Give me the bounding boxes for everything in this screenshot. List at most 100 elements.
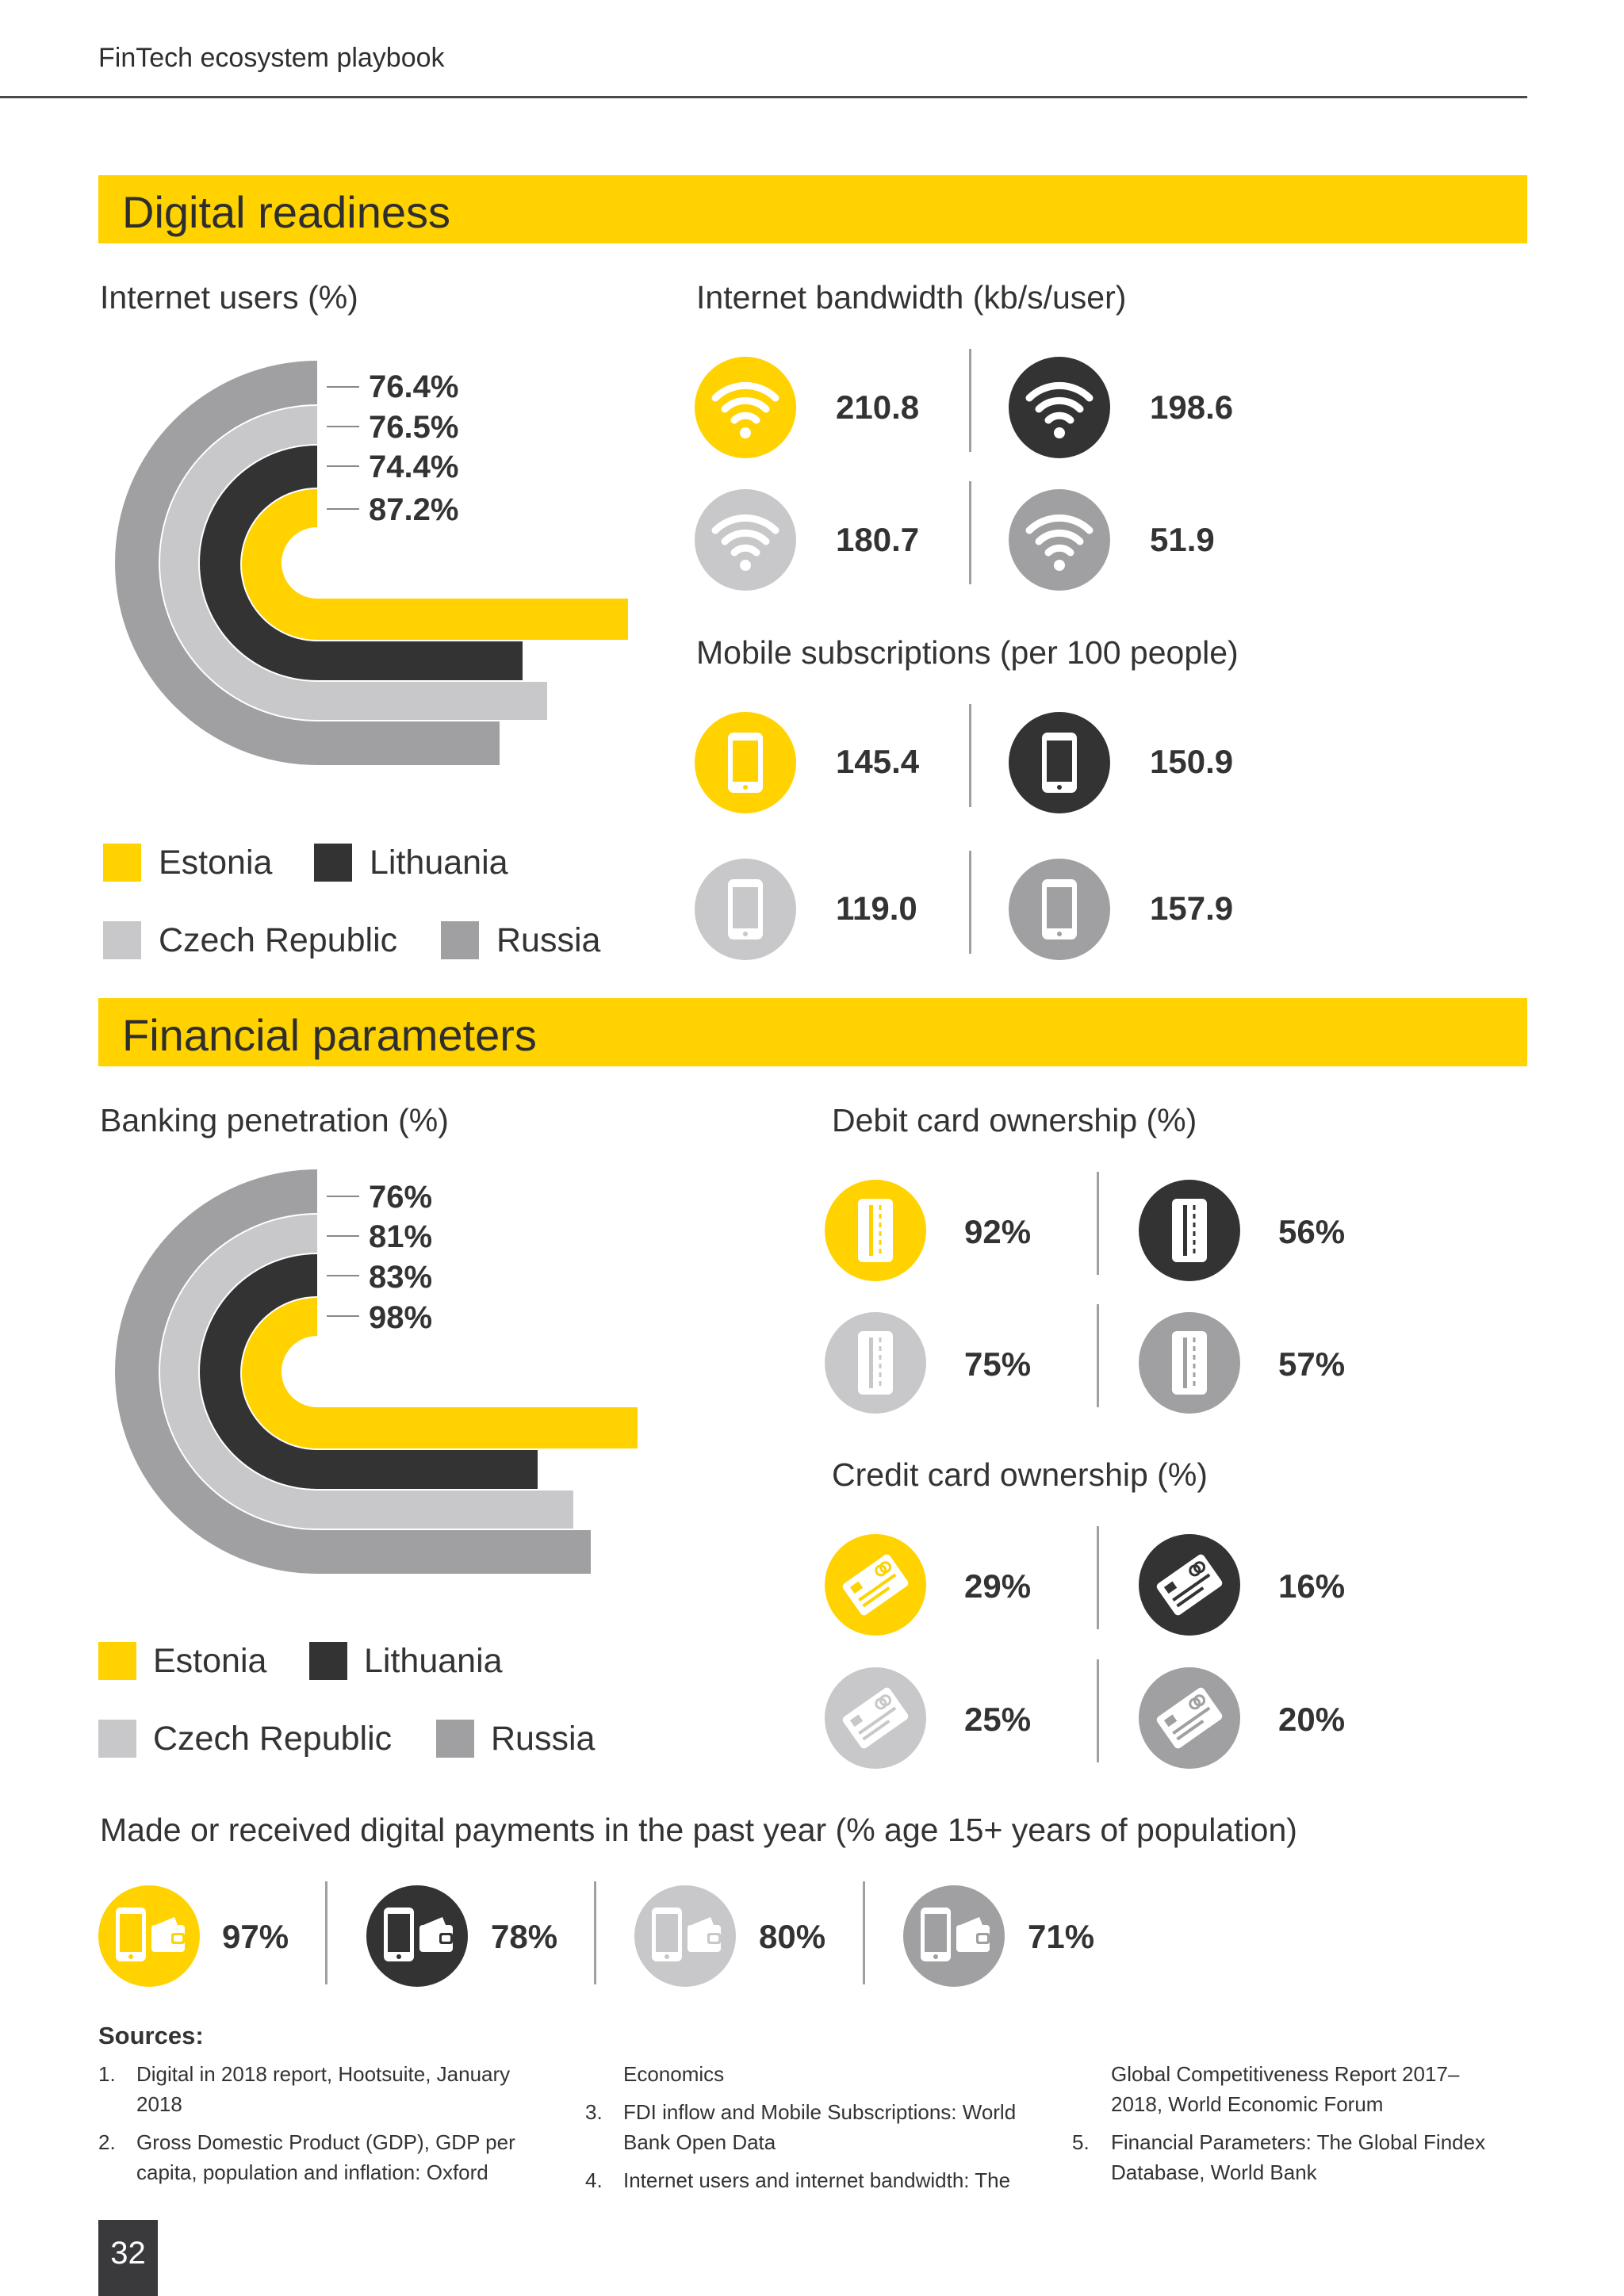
mobile-value-lithuania: 150.9 bbox=[1150, 743, 1234, 780]
legend-swatch-estonia bbox=[103, 844, 141, 882]
phone-wallet-icon bbox=[903, 1885, 1005, 1987]
legend-label-czech: Czech Republic bbox=[153, 1720, 393, 1758]
debit-value-estonia: 92% bbox=[964, 1213, 1032, 1250]
ring-estonia bbox=[242, 1298, 638, 1448]
divider bbox=[969, 349, 971, 452]
bandwidth-value-russia: 51.9 bbox=[1150, 521, 1215, 558]
internet-users-label-lithuania: 74.4% bbox=[369, 450, 459, 484]
bandwidth-title: Internet bandwidth (kb/s/user) bbox=[696, 279, 1127, 316]
page-number-box: 32 bbox=[98, 2220, 158, 2296]
page-number: 32 bbox=[110, 2236, 146, 2271]
credit-card-icon bbox=[1139, 1667, 1240, 1769]
internet-users-chart bbox=[115, 361, 628, 765]
credit-value-russia: 20% bbox=[1278, 1701, 1346, 1738]
digital-payments-title: Made or received digital payments in the… bbox=[100, 1812, 1297, 1848]
ring-estonia bbox=[242, 489, 628, 640]
legend-swatch-lithuania bbox=[314, 844, 352, 882]
credit-card-icon bbox=[825, 1667, 926, 1769]
mobile-value-russia: 157.9 bbox=[1150, 890, 1234, 927]
credit-value-czech: 25% bbox=[964, 1701, 1032, 1738]
wifi-icon bbox=[695, 357, 796, 458]
divider bbox=[1097, 1526, 1099, 1629]
ring-lithuania bbox=[200, 1254, 538, 1489]
debit-card-icon bbox=[825, 1312, 926, 1414]
wifi-icon bbox=[1009, 357, 1110, 458]
bandwidth-value-czech: 180.7 bbox=[836, 521, 920, 558]
wifi-icon bbox=[695, 489, 796, 591]
ring-russia bbox=[115, 1169, 591, 1574]
legend-label-russia: Russia bbox=[496, 921, 601, 959]
debit-card-icon bbox=[1139, 1312, 1240, 1414]
divider bbox=[969, 851, 971, 954]
banking-penetration-chart bbox=[115, 1169, 638, 1574]
legend-label-czech: Czech Republic bbox=[159, 921, 398, 959]
source-item-3: 3. bbox=[585, 2100, 603, 2124]
source-item-4-text: Internet users and internet bandwidth: T… bbox=[623, 2168, 1011, 2192]
source-item-3-text: FDI inflow and Mobile Subscriptions: Wor… bbox=[623, 2100, 1017, 2154]
internet-users-label-russia: 76.4% bbox=[369, 369, 459, 404]
divider bbox=[325, 1881, 327, 1984]
phone-wallet-icon bbox=[366, 1885, 468, 1987]
mobile-subscriptions-title: Mobile subscriptions (per 100 people) bbox=[696, 634, 1239, 671]
smartphone-icon bbox=[1009, 712, 1110, 813]
source-item-5: 5. bbox=[1072, 2130, 1090, 2154]
header-divider bbox=[0, 96, 1527, 98]
debit-card-icon bbox=[825, 1180, 926, 1281]
internet-users-label-czech: 76.5% bbox=[369, 410, 459, 445]
legend-swatch-estonia bbox=[98, 1642, 136, 1680]
banking-label-estonia: 98% bbox=[369, 1300, 433, 1335]
debit-value-russia: 57% bbox=[1278, 1345, 1346, 1383]
source-item-4: 4. bbox=[585, 2168, 603, 2192]
legend-label-estonia: Estonia bbox=[153, 1642, 267, 1680]
debit-card-icon bbox=[1139, 1180, 1240, 1281]
section-band-financial-parameters: Financial parameters bbox=[98, 998, 1527, 1066]
credit-value-estonia: 29% bbox=[964, 1567, 1032, 1605]
smartphone-icon bbox=[695, 712, 796, 813]
payments-value-russia: 71% bbox=[1028, 1918, 1095, 1955]
legend-label-russia: Russia bbox=[491, 1720, 596, 1758]
divider bbox=[1097, 1172, 1099, 1275]
credit-value-lithuania: 16% bbox=[1278, 1567, 1346, 1605]
source-item-2-text: Gross Domestic Product (GDP), GDP per ca… bbox=[136, 2130, 515, 2184]
debit-card-title: Debit card ownership (%) bbox=[832, 1102, 1197, 1138]
source-item-1-text: Digital in 2018 report, Hootsuite, Janua… bbox=[136, 2062, 511, 2116]
payments-value-estonia: 97% bbox=[222, 1918, 289, 1955]
banking-label-lithuania: 83% bbox=[369, 1260, 433, 1295]
credit-card-icon bbox=[825, 1534, 926, 1636]
legend-label-lithuania: Lithuania bbox=[364, 1642, 503, 1680]
source-item-5-text: Financial Parameters: The Global Findex … bbox=[1111, 2130, 1486, 2184]
divider bbox=[969, 704, 971, 807]
internet-users-label-estonia: 87.2% bbox=[369, 492, 459, 527]
wifi-icon bbox=[1009, 489, 1110, 591]
credit-card-icon bbox=[1139, 1534, 1240, 1636]
source-item-2: 2. bbox=[98, 2130, 116, 2154]
divider bbox=[1097, 1659, 1099, 1762]
ring-czech bbox=[160, 406, 547, 720]
mobile-value-estonia: 145.4 bbox=[836, 743, 920, 780]
payments-value-lithuania: 78% bbox=[491, 1918, 558, 1955]
credit-card-title: Credit card ownership (%) bbox=[832, 1456, 1208, 1493]
phone-wallet-icon bbox=[98, 1885, 200, 1987]
legend-swatch-czech bbox=[103, 921, 141, 959]
debit-value-lithuania: 56% bbox=[1278, 1213, 1346, 1250]
bandwidth-value-estonia: 210.8 bbox=[836, 388, 920, 426]
source-item-2-continued: Economics bbox=[623, 2062, 725, 2086]
banking-label-russia: 76% bbox=[369, 1180, 433, 1215]
source-item-1: 1. bbox=[98, 2062, 116, 2086]
divider bbox=[969, 481, 971, 584]
source-item-4-continued: Global Competitiveness Report 2017– 2018… bbox=[1111, 2062, 1460, 2116]
payments-value-czech: 80% bbox=[759, 1918, 826, 1955]
divider bbox=[863, 1881, 865, 1984]
banking-label-czech: 81% bbox=[369, 1219, 433, 1254]
internet-users-title: Internet users (%) bbox=[100, 279, 358, 316]
document-header-title: FinTech ecosystem playbook bbox=[98, 43, 445, 73]
legend-label-estonia: Estonia bbox=[159, 844, 273, 882]
smartphone-icon bbox=[695, 859, 796, 960]
legend-swatch-czech bbox=[98, 1720, 136, 1758]
divider bbox=[594, 1881, 596, 1984]
legend-swatch-russia bbox=[441, 921, 479, 959]
legend-swatch-russia bbox=[436, 1720, 474, 1758]
sources-title: Sources: bbox=[98, 2022, 204, 2049]
legend-label-lithuania: Lithuania bbox=[370, 844, 508, 882]
mobile-value-czech: 119.0 bbox=[836, 890, 917, 927]
